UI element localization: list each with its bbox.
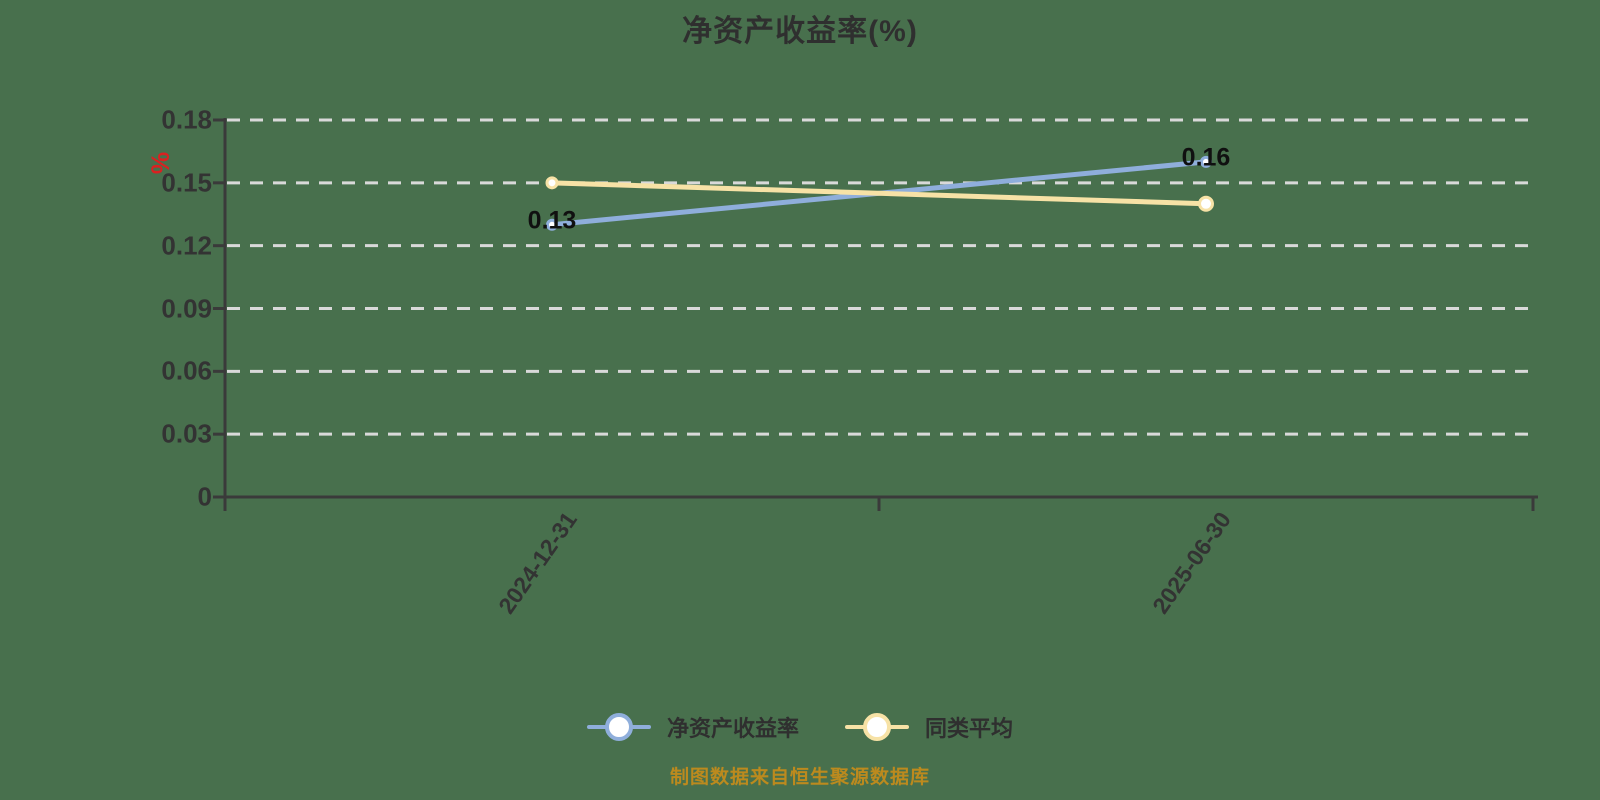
- point-value-label: 0.13: [527, 206, 577, 235]
- y-axis-tick-label: 0.09: [161, 293, 212, 323]
- data-point-marker: [546, 218, 558, 231]
- chart-title: 净资产收益率(%): [682, 15, 918, 48]
- data-point-marker: [1200, 155, 1212, 168]
- point-value-label: 0.16: [1181, 143, 1231, 172]
- y-axis-tick-label: 0.03: [161, 418, 212, 449]
- legend: 净资产收益率 同类平均: [0, 711, 1600, 743]
- y-axis-tick-label: 0.18: [161, 104, 212, 135]
- footer-note: 制图数据来自恒生聚源数据库: [669, 767, 930, 788]
- legend-line-marker-icon: [586, 713, 651, 741]
- y-axis-tick-label: 0.12: [161, 230, 212, 261]
- legend-item-净资产收益率[interactable]: 净资产收益率: [586, 711, 799, 743]
- data-point-marker: [1198, 195, 1214, 212]
- legend-circle-icon: [604, 713, 633, 741]
- y-axis-tick-label: 0: [197, 481, 212, 512]
- data-point-marker: [545, 176, 559, 190]
- legend-line-marker-icon: [845, 713, 909, 741]
- legend-label: 同类平均: [925, 716, 1014, 741]
- legend-label: 净资产收益率: [666, 716, 799, 741]
- legend-circle-icon: [863, 713, 891, 741]
- y-axis-tick-label: 0.06: [161, 355, 212, 386]
- series-line-同类平均: [549, 180, 1209, 207]
- legend-item-同类平均[interactable]: 同类平均: [845, 711, 1013, 743]
- y-axis-tick-label: 0.15: [161, 167, 212, 198]
